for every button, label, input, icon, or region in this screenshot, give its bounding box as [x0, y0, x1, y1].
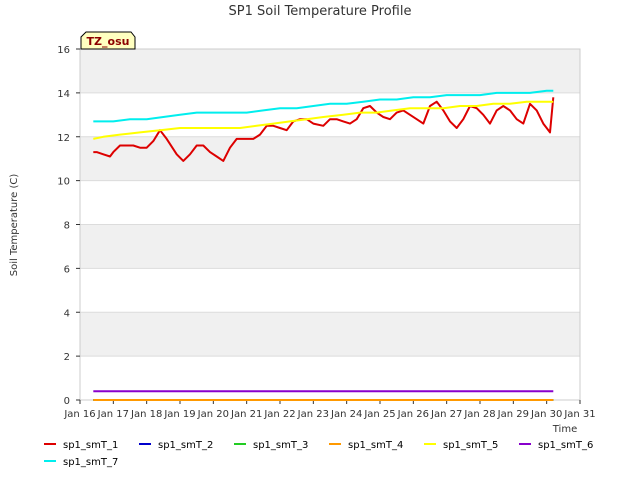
- x-axis-label: Time: [552, 424, 577, 435]
- x-tick-label: Jan 20: [197, 409, 229, 420]
- y-tick-label: 6: [64, 264, 70, 275]
- y-tick-label: 16: [57, 45, 70, 56]
- x-tick-label: Jan 30: [530, 409, 562, 420]
- grid-band: [80, 312, 580, 357]
- legend-label-sp1-smT-1: sp1_smT_1: [63, 440, 118, 451]
- x-tick-label: Jan 19: [163, 409, 195, 420]
- series-line-sp1-smT-1: [93, 97, 555, 162]
- y-axis-label: Soil Temperature (C): [9, 174, 20, 277]
- grid-band: [80, 49, 580, 93]
- y-tick-label: 2: [64, 352, 70, 363]
- x-tick-label: Jan 27: [430, 409, 462, 420]
- x-tick-label: Jan 18: [130, 409, 162, 420]
- x-tick-label: Jan 17: [97, 409, 129, 420]
- y-tick-label: 10: [57, 177, 70, 188]
- x-tick-label: Jan 22: [263, 409, 295, 420]
- tz-annotation: TZ_osu: [80, 31, 136, 50]
- legend-label-sp1-smT-4: sp1_smT_4: [348, 440, 403, 451]
- chart-title: SP1 Soil Temperature Profile: [229, 4, 412, 19]
- y-axis-ticks: 0 2 4 6 8 10 12 14 16: [57, 45, 80, 407]
- series-line-sp1-smT-7: [93, 89, 554, 123]
- tz-annotation-label: TZ_osu: [87, 35, 130, 48]
- legend: sp1_smT_1 sp1_smT_2 sp1_smT_3 sp1_smT_4 sp1_…: [44, 440, 593, 468]
- legend-label-sp1-smT-6: sp1_smT_6: [538, 440, 593, 451]
- series-lines: [93, 89, 555, 401]
- y-tick-label: 8: [64, 221, 70, 232]
- x-tick-label: Jan 16: [63, 409, 95, 420]
- tz-annotation-box: [80, 31, 136, 50]
- x-tick-label: Jan 28: [463, 409, 495, 420]
- x-tick-label: Jan 29: [497, 409, 529, 420]
- plot-background: [79, 48, 581, 401]
- legend-label-sp1-smT-2: sp1_smT_2: [158, 440, 213, 451]
- x-tick-label: Jan 31: [563, 409, 595, 420]
- series-line-sp1-smT-5: [93, 100, 554, 140]
- x-tick-label: Jan 26: [397, 409, 429, 420]
- x-axis-ticks: Jan 16 Jan 17 Jan 18 Jan 19 Jan 20 Jan 21 Jan …: [63, 400, 596, 420]
- legend-label-sp1-smT-7: sp1_smT_7: [63, 457, 118, 468]
- y-tick-label: 4: [64, 308, 70, 319]
- x-tick-label: Jan 21: [230, 409, 262, 420]
- x-tick-label: Jan 23: [297, 409, 329, 420]
- x-tick-label: Jan 25: [363, 409, 395, 420]
- y-tick-label: 0: [64, 396, 70, 407]
- y-tick-label: 12: [57, 133, 70, 144]
- grid-band: [80, 224, 580, 269]
- x-tick-label: Jan 24: [330, 409, 362, 420]
- legend-label-sp1-smT-3: sp1_smT_3: [253, 440, 308, 451]
- grid-band: [80, 136, 580, 181]
- legend-label-sp1-smT-5: sp1_smT_5: [443, 440, 498, 451]
- y-tick-label: 14: [57, 89, 70, 100]
